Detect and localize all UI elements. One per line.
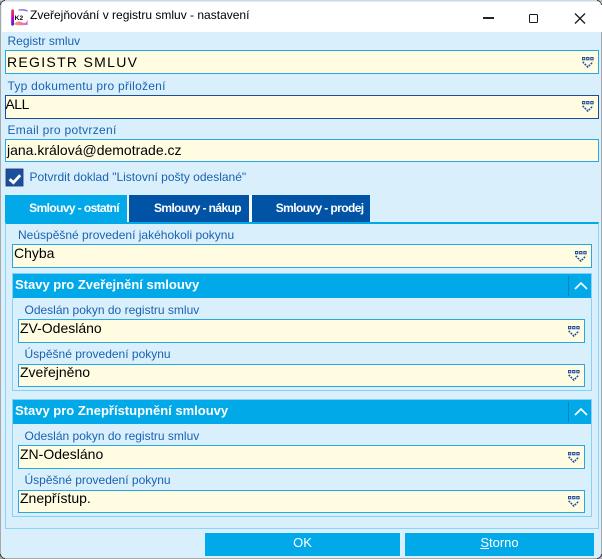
svg-text:K2: K2 (15, 15, 24, 22)
